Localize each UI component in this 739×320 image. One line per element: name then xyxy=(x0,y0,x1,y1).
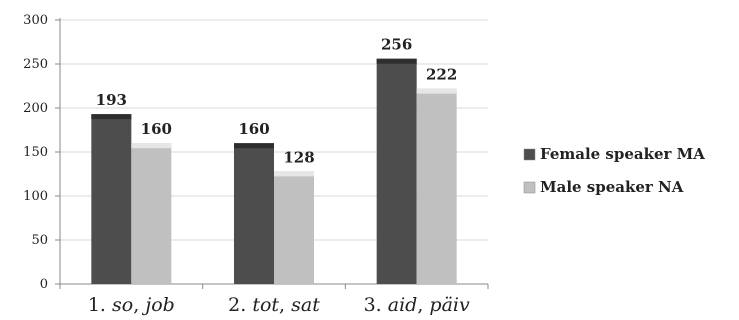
y-tick-labels: 0 50 100 150 200 250 300 xyxy=(23,13,48,292)
data-label: 256 xyxy=(381,36,412,54)
bar xyxy=(131,143,172,284)
bar-top-bevel xyxy=(91,114,132,120)
legend-label: Male speaker NA xyxy=(540,178,684,196)
bar xyxy=(91,114,132,284)
y-tick-label: 150 xyxy=(23,145,48,160)
bar xyxy=(416,88,457,284)
x-category-label: 3. aid, päiv xyxy=(364,294,470,316)
bars xyxy=(91,58,457,284)
y-tick-label: 100 xyxy=(23,189,48,204)
data-labels: 193 160 160 128 256 222 xyxy=(96,36,458,167)
legend-swatch xyxy=(523,181,536,194)
x-category-labels: 1. so, job 2. tot, sat 3. aid, päiv xyxy=(88,294,470,316)
data-label: 193 xyxy=(96,91,127,109)
bar xyxy=(274,171,314,284)
data-label: 222 xyxy=(426,66,457,84)
data-label: 128 xyxy=(283,148,314,166)
legend-swatch xyxy=(523,148,536,161)
bar-top-bevel xyxy=(234,143,274,149)
legend: Female speaker MA Male speaker NA xyxy=(523,145,705,196)
y-tick-label: 300 xyxy=(23,13,48,28)
y-tick-label: 250 xyxy=(23,57,48,72)
bar-top-bevel xyxy=(274,171,314,177)
x-category-label: 2. tot, sat xyxy=(228,294,320,316)
bar-top-bevel xyxy=(131,143,172,149)
y-tick-label: 0 xyxy=(40,277,48,292)
data-label: 160 xyxy=(238,120,269,138)
y-tick-label: 50 xyxy=(31,233,48,248)
bar-top-bevel xyxy=(376,58,417,64)
x-category-label: 1. so, job xyxy=(88,294,175,316)
data-label: 160 xyxy=(141,120,172,138)
legend-label: Female speaker MA xyxy=(540,145,705,163)
bar xyxy=(376,58,417,284)
bar xyxy=(234,143,274,284)
y-tick-label: 200 xyxy=(23,101,48,116)
bar-top-bevel xyxy=(416,88,457,94)
